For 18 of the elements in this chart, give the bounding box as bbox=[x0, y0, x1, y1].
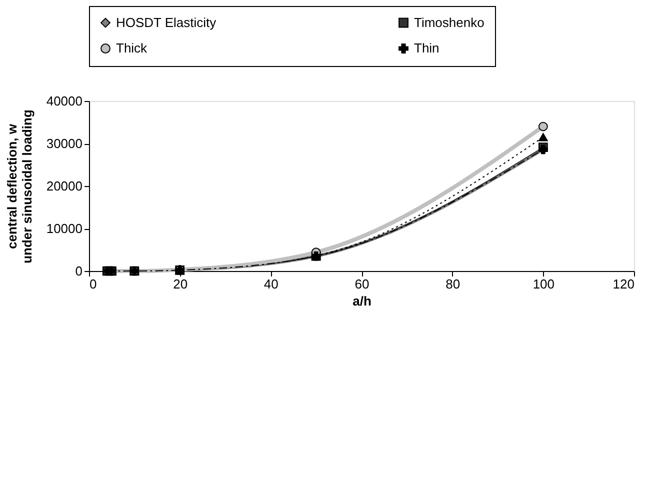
x-tick-label: 40 bbox=[264, 276, 278, 292]
y-axis-title: central deflection, w under sinusoidal loading bbox=[4, 110, 34, 264]
x-tick-label: 60 bbox=[354, 276, 370, 292]
y-tick-label: 30000 bbox=[46, 136, 82, 151]
x-tick-label: 80 bbox=[446, 276, 460, 292]
x-axis-title: a/h bbox=[352, 294, 372, 308]
legend-label: Thin bbox=[414, 40, 440, 56]
x-tick-label: 120 bbox=[612, 276, 634, 292]
y-tick-label: 40000 bbox=[46, 94, 82, 108]
legend-label: HOSDT Elasticity bbox=[116, 14, 217, 30]
x-tick-label: 100 bbox=[532, 276, 555, 292]
x-tick-label: 0 bbox=[90, 276, 97, 292]
y-tick-label: 20000 bbox=[46, 178, 82, 194]
legend-label: Timoshenko bbox=[414, 14, 484, 30]
legend-label: Thick bbox=[116, 40, 148, 56]
y-tick-label: 0 bbox=[75, 264, 82, 278]
x-tick-label: 20 bbox=[173, 276, 188, 292]
y-tick-label: 10000 bbox=[46, 221, 82, 236]
